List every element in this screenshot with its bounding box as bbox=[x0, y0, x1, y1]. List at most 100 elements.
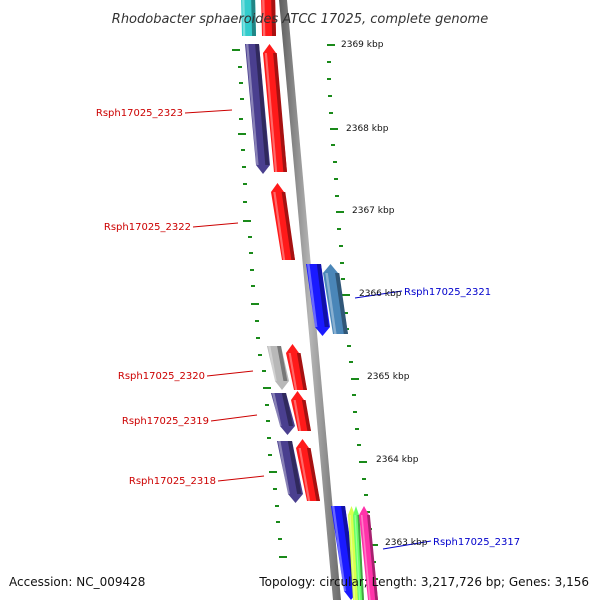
scale-tick-left-2 bbox=[239, 82, 243, 84]
genome-title: Rhodobacter sphaeroides ATCC 17025, comp… bbox=[112, 12, 488, 27]
scale-tick-left-1 bbox=[238, 66, 242, 68]
genome-summary: Topology: circular; Length: 3,217,726 bp… bbox=[258, 575, 589, 589]
scale-label-2367: 2367 kbp bbox=[352, 206, 395, 216]
gene-highlight bbox=[262, 0, 266, 36]
gene-Rsph17025_2318-red[interactable] bbox=[296, 439, 320, 501]
gene-Rsph17025_2323-purple[interactable] bbox=[245, 44, 270, 174]
gene-Rsph17025_2322[interactable] bbox=[271, 183, 295, 260]
scale-tick-left-23 bbox=[267, 437, 271, 439]
gene-Rsph17025_2319-purple[interactable] bbox=[271, 393, 295, 435]
gene-shade bbox=[273, 53, 287, 172]
gene-label-rsph17025-2318[interactable]: Rsph17025_2318 bbox=[129, 476, 216, 487]
scale-tick-left-27 bbox=[275, 505, 279, 507]
scale-tick-left-0 bbox=[232, 49, 240, 51]
gene-highlight bbox=[360, 515, 371, 600]
scale-tick-left-19 bbox=[262, 370, 266, 372]
leader-line-0 bbox=[184, 109, 233, 114]
gene-Rsph17025_2321-steel[interactable] bbox=[323, 264, 348, 334]
scale-label-2368: 2368 kbp bbox=[346, 124, 389, 134]
gene-highlight bbox=[273, 192, 286, 260]
scale-tick-right-8 bbox=[334, 178, 338, 180]
gene-shade bbox=[271, 0, 276, 36]
gene-Rsph17025_2321-blue[interactable] bbox=[306, 264, 330, 336]
scale-tick-left-10 bbox=[243, 220, 251, 222]
accession-label: Accession: NC_009428 bbox=[9, 575, 145, 589]
leader-line-5 bbox=[354, 290, 403, 299]
scale-tick-right-21 bbox=[352, 394, 356, 396]
scale-tick-left-28 bbox=[276, 521, 280, 523]
gene-highlight bbox=[288, 353, 298, 390]
scale-tick-right-18 bbox=[347, 345, 351, 347]
scale-tick-right-28 bbox=[366, 511, 370, 513]
gene-highlight bbox=[242, 0, 246, 36]
gene-highlight bbox=[278, 441, 290, 494]
scale-tick-right-3 bbox=[328, 95, 332, 97]
gene-shade bbox=[306, 448, 320, 501]
scale-tick-left-7 bbox=[242, 166, 246, 168]
gene-shade bbox=[335, 273, 348, 334]
scale-tick-left-9 bbox=[243, 201, 247, 203]
gene-highlight bbox=[272, 393, 282, 426]
gene-label-rsph17025-2322[interactable]: Rsph17025_2322 bbox=[104, 222, 191, 233]
gene-Rsph17025_2317-magenta[interactable] bbox=[359, 506, 378, 600]
leader-line-6 bbox=[382, 540, 432, 550]
scale-tick-left-12 bbox=[249, 252, 253, 254]
gene-shade bbox=[367, 515, 378, 600]
scale-tick-right-24 bbox=[357, 444, 361, 446]
scale-tick-left-6 bbox=[241, 149, 245, 151]
gene-highlight bbox=[246, 44, 259, 165]
leader-line-1 bbox=[192, 222, 239, 228]
gene-shade bbox=[277, 346, 288, 381]
scale-tick-left-4 bbox=[239, 118, 243, 120]
scale-tick-right-2 bbox=[327, 78, 331, 80]
gene-Rsph17025_2320-gray[interactable] bbox=[267, 346, 289, 390]
scale-tick-left-5 bbox=[238, 133, 246, 135]
scale-tick-right-16 bbox=[344, 312, 348, 314]
scale-tick-right-15 bbox=[342, 294, 350, 296]
leader-line-4 bbox=[217, 475, 265, 482]
gene-cyan-top[interactable] bbox=[241, 0, 256, 36]
gene-shade bbox=[251, 0, 256, 36]
scale-ticks bbox=[232, 44, 378, 580]
scale-tick-left-18 bbox=[258, 354, 262, 356]
scale-tick-left-3 bbox=[240, 98, 244, 100]
scale-tick-right-14 bbox=[341, 278, 345, 280]
gene-red-top[interactable] bbox=[261, 0, 276, 36]
scale-tick-left-20 bbox=[263, 387, 271, 389]
scale-tick-left-14 bbox=[251, 285, 255, 287]
gene-Rsph17025_2320-red[interactable] bbox=[286, 344, 307, 390]
scale-tick-right-6 bbox=[331, 144, 335, 146]
scale-tick-right-9 bbox=[335, 195, 339, 197]
gene-Rsph17025_2319-red[interactable] bbox=[291, 391, 311, 431]
scale-tick-right-26 bbox=[362, 478, 366, 480]
gene-Rsph17025_2317-green[interactable] bbox=[353, 506, 364, 600]
gene-Rsph17025_2318-purple[interactable] bbox=[277, 441, 303, 503]
scale-tick-right-10 bbox=[336, 211, 344, 213]
gene-Rsph17025_2323-red[interactable] bbox=[263, 44, 287, 172]
gene-label-rsph17025-2323[interactable]: Rsph17025_2323 bbox=[96, 108, 183, 119]
gene-label-rsph17025-2319[interactable]: Rsph17025_2319 bbox=[122, 416, 209, 427]
gene-shade bbox=[301, 400, 311, 431]
gene-highlight bbox=[325, 273, 337, 334]
gene-label-rsph17025-2320[interactable]: Rsph17025_2320 bbox=[118, 371, 205, 382]
gene-label-rsph17025-2317[interactable]: Rsph17025_2317 bbox=[433, 537, 520, 548]
scale-tick-right-0 bbox=[327, 44, 335, 46]
gene-shade bbox=[316, 264, 329, 327]
scale-tick-right-22 bbox=[353, 411, 357, 413]
scale-tick-left-21 bbox=[265, 404, 269, 406]
scale-tick-left-13 bbox=[250, 269, 254, 271]
gene-label-rsph17025-2321[interactable]: Rsph17025_2321 bbox=[404, 287, 491, 298]
scale-tick-left-15 bbox=[251, 303, 259, 305]
scale-tick-left-11 bbox=[248, 236, 252, 238]
scale-tick-right-11 bbox=[337, 228, 341, 230]
gene-highlight bbox=[298, 448, 311, 501]
leader-line-2 bbox=[206, 370, 254, 377]
scale-tick-right-7 bbox=[333, 161, 337, 163]
gene-shade bbox=[281, 192, 295, 260]
scale-tick-left-25 bbox=[269, 471, 277, 473]
scale-label-2365: 2365 kbp bbox=[367, 372, 410, 382]
scale-label-2363: 2363 kbp bbox=[385, 538, 428, 548]
gene-highlight bbox=[293, 400, 302, 431]
scale-tick-left-16 bbox=[255, 320, 259, 322]
